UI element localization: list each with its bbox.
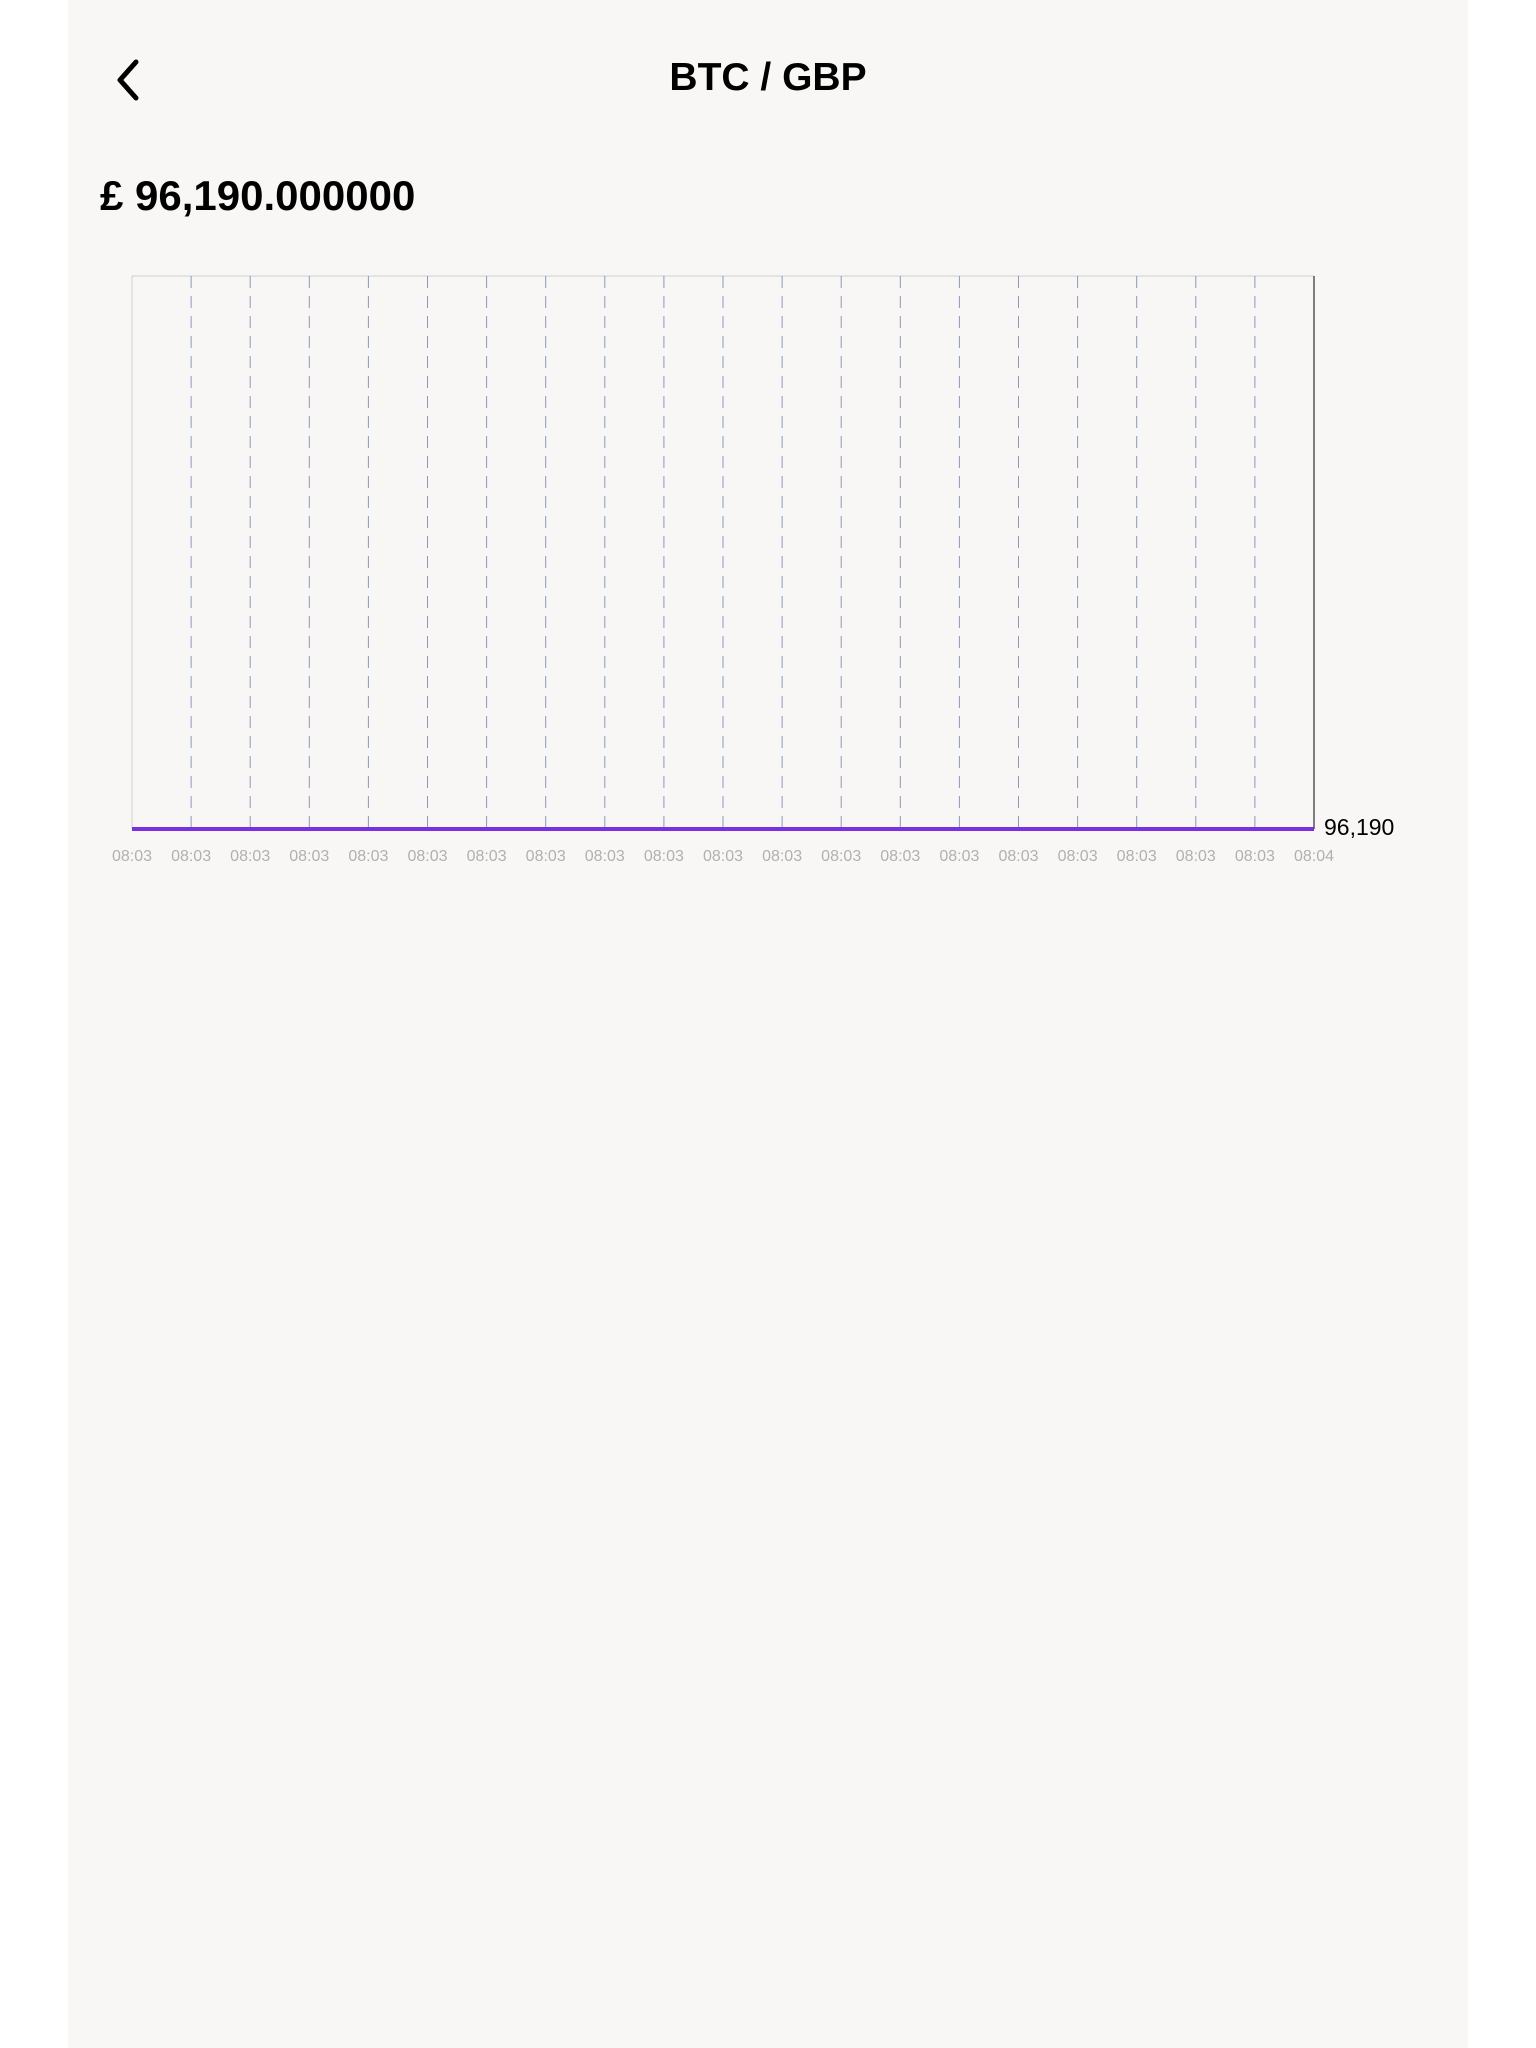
x-tick-label: 08:03	[526, 848, 566, 865]
chart: 08:03 08:03 08:03 08:03 08:03 08:03 08:03 08:03…	[112, 275, 1394, 865]
x-tick-label: 08:03	[1235, 848, 1275, 865]
x-tick-label: 08:03	[939, 848, 979, 865]
y-tick-label: 96,190	[1324, 814, 1394, 840]
x-tick-label: 08:03	[880, 848, 920, 865]
screen: BTC / GBP £ 96,190.000000	[68, 0, 1468, 2048]
page-title: BTC / GBP	[669, 56, 867, 99]
x-tick-label: 08:03	[1058, 848, 1098, 865]
x-tick-label: 08:03	[762, 848, 802, 865]
x-tick-label: 08:03	[407, 848, 447, 865]
x-tick-label: 08:03	[703, 848, 743, 865]
back-button[interactable]	[108, 56, 148, 104]
x-tick-label: 08:03	[998, 848, 1038, 865]
x-tick-label: 08:03	[1176, 848, 1216, 865]
x-tick-label: 08:03	[171, 848, 211, 865]
x-tick-label: 08:03	[585, 848, 625, 865]
x-tick-label: 08:03	[289, 848, 329, 865]
x-tick-label: 08:03	[348, 848, 388, 865]
chevron-icon	[117, 59, 139, 101]
x-tick-label: 08:03	[230, 848, 270, 865]
x-tick-label: 08:03	[821, 848, 861, 865]
x-tick-label: 08:03	[644, 848, 684, 865]
x-tick-label: 08:04	[1294, 848, 1334, 865]
price: £ 96,190.000000	[100, 172, 416, 219]
x-tick-label: 08:03	[112, 848, 152, 865]
x-tick-label: 08:03	[467, 848, 507, 865]
x-tick-label: 08:03	[1117, 848, 1157, 865]
